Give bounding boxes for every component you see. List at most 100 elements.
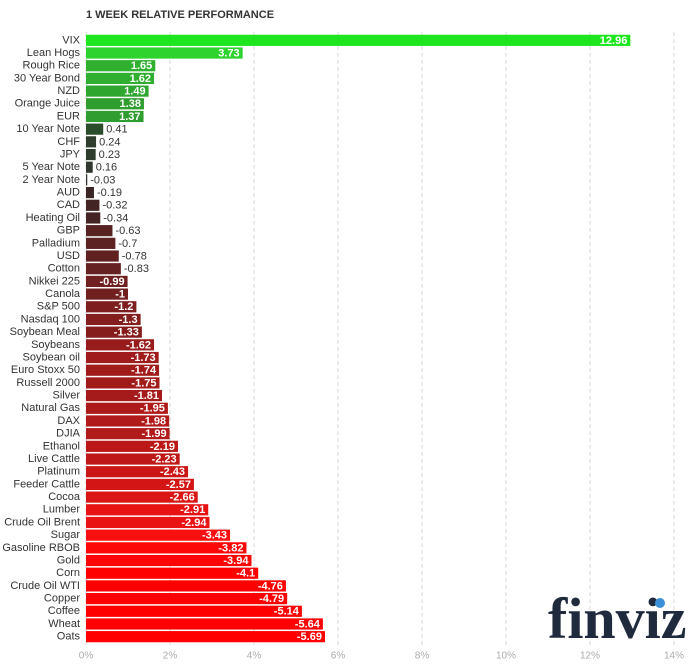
category-label: Lumber bbox=[43, 504, 81, 516]
bar bbox=[86, 187, 94, 199]
bar bbox=[86, 504, 209, 516]
value-label: -4.79 bbox=[259, 593, 284, 605]
bar bbox=[86, 478, 194, 490]
bar bbox=[86, 351, 159, 364]
bar bbox=[86, 453, 180, 465]
category-label: Lean Hogs bbox=[27, 47, 81, 59]
category-label: Corn bbox=[56, 567, 80, 579]
category-label: Canola bbox=[45, 288, 81, 300]
value-label: -0.78 bbox=[122, 250, 147, 262]
x-tick-label: 10% bbox=[496, 651, 516, 662]
bar bbox=[86, 98, 144, 110]
x-tick-label: 8% bbox=[415, 651, 430, 662]
category-label: Nikkei 225 bbox=[29, 275, 80, 287]
bar bbox=[86, 593, 288, 605]
category-label: Russell 2000 bbox=[16, 377, 80, 389]
category-label: CAD bbox=[57, 199, 80, 211]
category-label: 2 Year Note bbox=[23, 174, 81, 186]
category-label: Ethanol bbox=[43, 440, 80, 452]
bar bbox=[86, 529, 231, 541]
value-label: -0.63 bbox=[115, 225, 140, 237]
category-label: Wheat bbox=[48, 618, 80, 630]
value-label: 1.37 bbox=[119, 111, 140, 123]
bar bbox=[86, 250, 119, 262]
x-tick-label: 14% bbox=[664, 651, 684, 662]
bar bbox=[86, 618, 323, 630]
value-label: -1.74 bbox=[131, 365, 157, 377]
x-tick-label: 4% bbox=[247, 651, 262, 662]
category-label: CHF bbox=[57, 136, 80, 148]
category-label: Palladium bbox=[32, 237, 80, 249]
value-label: -1.75 bbox=[131, 377, 156, 389]
category-label: Sugar bbox=[51, 529, 81, 541]
bar bbox=[86, 428, 170, 440]
bar bbox=[86, 110, 144, 123]
value-label: -1.98 bbox=[141, 415, 166, 427]
value-label: -1 bbox=[115, 289, 125, 301]
value-label: 0.23 bbox=[99, 149, 120, 161]
value-label: -5.14 bbox=[274, 606, 300, 618]
bar bbox=[86, 34, 631, 46]
category-label: DJIA bbox=[56, 428, 81, 440]
category-label: JPY bbox=[60, 148, 81, 160]
x-tick-label: 0% bbox=[79, 651, 94, 662]
category-label: Euro Stoxx 50 bbox=[11, 364, 80, 376]
category-label: Platinum bbox=[37, 466, 80, 478]
value-label: 1.49 bbox=[124, 86, 145, 98]
value-label: -2.91 bbox=[180, 504, 205, 516]
category-label: Soybeans bbox=[31, 339, 80, 351]
bar bbox=[86, 440, 178, 452]
bar bbox=[86, 288, 128, 300]
category-label: Orange Juice bbox=[15, 98, 80, 110]
category-label: 5 Year Note bbox=[23, 161, 81, 173]
category-label: Live Cattle bbox=[28, 453, 80, 465]
value-label: -5.64 bbox=[295, 618, 321, 630]
bar bbox=[86, 123, 104, 135]
value-label: -2.19 bbox=[150, 441, 175, 453]
value-label: 0.16 bbox=[96, 162, 117, 174]
bar bbox=[86, 161, 93, 173]
value-label: -1.73 bbox=[131, 352, 156, 364]
bar bbox=[86, 275, 128, 287]
bar bbox=[86, 580, 286, 592]
category-label: Soybean Meal bbox=[10, 326, 80, 338]
category-label: Feeder Cattle bbox=[13, 478, 80, 490]
bar bbox=[86, 263, 121, 275]
category-label: Copper bbox=[44, 593, 80, 605]
bar bbox=[86, 47, 243, 59]
category-label: Coffee bbox=[48, 605, 80, 617]
value-label: -0.32 bbox=[102, 200, 127, 212]
category-label: Crude Oil Brent bbox=[4, 516, 80, 528]
category-label: DAX bbox=[57, 415, 80, 427]
bar bbox=[86, 364, 160, 376]
logo-dot bbox=[655, 598, 665, 608]
category-label: AUD bbox=[57, 187, 80, 199]
bar bbox=[86, 567, 259, 579]
bar bbox=[86, 174, 88, 186]
bar bbox=[86, 85, 149, 97]
category-label: Heating Oil bbox=[26, 212, 80, 224]
bar bbox=[86, 136, 97, 148]
bar bbox=[86, 390, 163, 402]
category-label: VIX bbox=[62, 34, 80, 46]
bar bbox=[86, 60, 156, 72]
x-tick-label: 6% bbox=[331, 651, 346, 662]
value-label: -2.43 bbox=[160, 466, 185, 478]
category-label: Gold bbox=[57, 554, 80, 566]
logo: finviz bbox=[548, 586, 687, 651]
x-tick-label: 12% bbox=[580, 651, 600, 662]
value-label: -0.34 bbox=[103, 212, 128, 224]
value-label: -1.2 bbox=[114, 301, 133, 313]
category-label: Cotton bbox=[48, 263, 80, 275]
value-label: 1.62 bbox=[130, 73, 151, 85]
value-label: -5.69 bbox=[297, 631, 322, 643]
value-label: -4.1 bbox=[236, 568, 255, 580]
category-label: Cocoa bbox=[48, 491, 81, 503]
value-label: 0.41 bbox=[106, 124, 127, 136]
category-label: Crude Oil WTI bbox=[10, 580, 80, 592]
bar bbox=[86, 415, 170, 427]
value-label: -2.94 bbox=[181, 517, 207, 529]
category-label: Rough Rice bbox=[23, 60, 80, 72]
value-label: 1.65 bbox=[131, 60, 152, 72]
